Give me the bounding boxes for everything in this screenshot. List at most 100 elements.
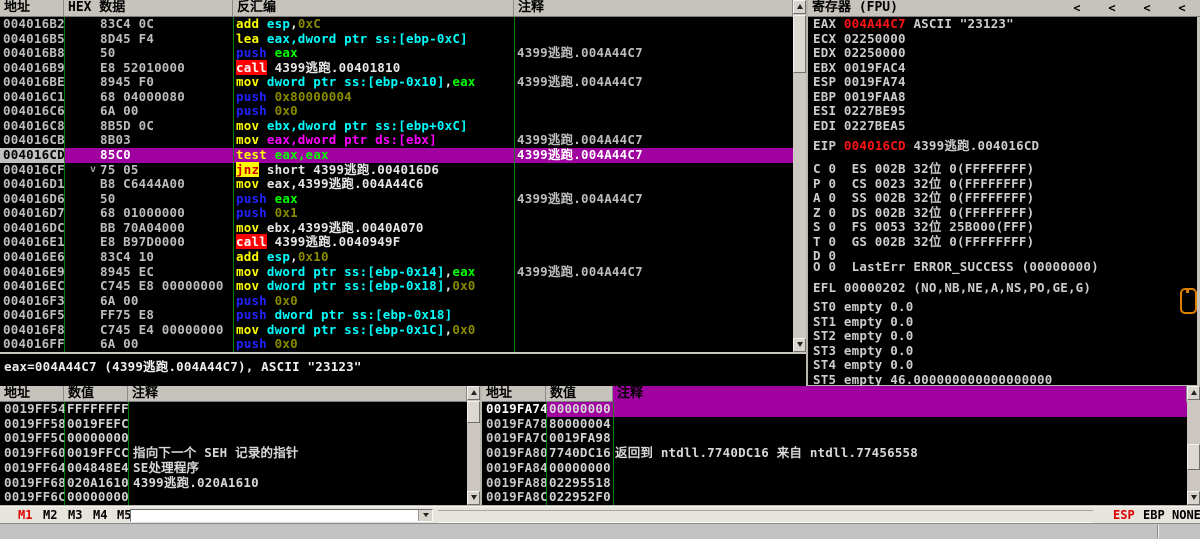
tab-m2[interactable]: M2 (43, 508, 58, 522)
register-line[interactable]: O 0 LastErr ERROR_SUCCESS (00000000) (813, 259, 1099, 274)
scroll-down-icon[interactable] (467, 491, 480, 505)
disasm-row[interactable]: 004016B2 83C4 0C add esp,0xC (0, 17, 793, 32)
disasm-row[interactable]: 004016EC C745 E8 00000000 mov dword ptr ss… (0, 278, 793, 294)
scroll-up-icon[interactable] (467, 386, 480, 400)
stack-row[interactable]: 0019FF5C 00000000 (0, 431, 467, 446)
tab-m3[interactable]: M3 (68, 508, 83, 522)
disasm-row[interactable]: 004016D6 50 push eax 4399逃跑.004A44C7 (0, 191, 793, 207)
disasm-row[interactable]: 004016B8 50 push eax 4399逃跑.004A44C7 (0, 45, 793, 61)
register-line[interactable]: EBX 0019FAC4 (813, 59, 906, 75)
scroll-up-icon[interactable] (793, 0, 806, 14)
stack-row[interactable]: 0019FA74 00000000 (482, 402, 1187, 417)
stack-mode-esp[interactable]: ESP (1113, 508, 1135, 522)
register-line[interactable]: ST5 empty 46.000000000000000000 (813, 371, 1053, 387)
register-line[interactable]: ESP 0019FA74 (813, 74, 906, 89)
disasm-row[interactable]: 004016F3 6A 00 push 0x0 (0, 293, 793, 309)
collapse-left-icon[interactable]: < (1143, 1, 1151, 15)
register-line[interactable]: EIP 004016CD 4399逃跑.004016CD (813, 138, 1040, 153)
column-header-comment[interactable]: 注释 (613, 386, 1187, 402)
disasm-row[interactable]: 004016D1 B8 C6444A00 mov eax,4399逃跑.004A44… (0, 176, 793, 192)
register-line[interactable]: C 0 ES 002B 32位 0(FFFFFFFF) (813, 161, 1035, 176)
scrollbar-thumb[interactable] (467, 401, 480, 423)
disasm-row[interactable]: 004016D7 68 01000000 push 0x1 (0, 205, 793, 221)
disasm-row[interactable]: 004016CB 8B03 mov eax,dword ptr ds:[ebx] 43… (0, 133, 793, 148)
tab-m1[interactable]: M1 (18, 508, 33, 522)
stack-row[interactable]: 0019FF58 0019FEFC (0, 416, 467, 432)
column-header-comment[interactable]: 注释 (128, 386, 467, 402)
disasm-row[interactable]: 004016FF 6A 00 push 0x0 (0, 337, 793, 352)
stack-row[interactable]: 0019FA88 02295518 (482, 475, 1187, 491)
disasm-row[interactable]: 004016F8 C745 E4 00000000 mov dword ptr ss… (0, 322, 793, 338)
scrollbar-thumb[interactable] (793, 15, 806, 73)
disasm-row[interactable]: 004016F5 FF75 E8 push dword ptr ss:[ebp-0x… (0, 307, 793, 323)
disasm-row[interactable]: 004016B9 E8 52010000 call 4399逃跑.00401810 (0, 59, 793, 76)
collapse-left-icon[interactable]: < (1108, 1, 1116, 15)
stack-row[interactable]: 0019FA7C 0019FA98 (482, 431, 1187, 446)
stack-row[interactable]: 0019FF54 FFFFFFFF (0, 402, 467, 417)
disasm-row[interactable]: 004016CF v 75 05 jnz short 4399逃跑.004016D6 (0, 161, 793, 178)
register-line[interactable]: ECX 02250000 (813, 30, 906, 46)
column-header-hexdata[interactable]: HEX 数据 (64, 0, 233, 16)
column-header-comment[interactable]: 注释 (514, 0, 793, 16)
register-line[interactable]: D 0 (813, 248, 837, 263)
register-line[interactable]: A 0 SS 002B 32位 0(FFFFFFFF) (813, 190, 1035, 205)
register-line[interactable]: ST2 empty 0.0 (813, 328, 914, 343)
stack-scrollbar[interactable] (1187, 386, 1200, 505)
disasm-row[interactable]: 004016C6 6A 00 push 0x0 (0, 104, 793, 119)
register-line[interactable]: ST1 empty 0.0 (813, 313, 914, 329)
register-line[interactable]: ST0 empty 0.0 (813, 299, 914, 314)
stack-row[interactable]: 0019FF6C 00000000 (0, 489, 467, 505)
disasm-row[interactable]: 004016C1 68 04000080 push 0x80000004 (0, 89, 793, 105)
collapse-left-icon[interactable]: < (1073, 1, 1081, 15)
disasm-row[interactable]: 004016C8 8B5D 0C mov ebx,dword ptr ss:[ebp… (0, 118, 793, 134)
scrollbar-thumb[interactable] (1187, 444, 1200, 470)
register-line[interactable]: EAX 004A44C7 ASCII "23123" (813, 16, 1014, 31)
register-line[interactable]: P 0 CS 0023 32位 0(FFFFFFFF) (813, 175, 1035, 191)
column-header-address[interactable]: 地址 (0, 0, 64, 16)
tab-m4[interactable]: M4 (93, 508, 108, 522)
tab-m5[interactable]: M5 (117, 508, 132, 522)
command-input[interactable] (132, 510, 416, 521)
scroll-up-icon[interactable] (1187, 386, 1200, 400)
collapse-left-icon[interactable]: < (1178, 1, 1186, 15)
register-line[interactable]: S 0 FS 0053 32位 25B000(FFF) (813, 219, 1035, 234)
dump-scrollbar[interactable] (467, 386, 480, 505)
stack-row[interactable]: 0019FA8C 022952F0 (482, 489, 1187, 505)
disasm-row[interactable]: 004016B5 8D45 F4 lea eax,dword ptr ss:[ebp… (0, 31, 793, 47)
register-line[interactable]: EDI 0227BEA5 (813, 117, 906, 133)
register-line[interactable]: ST3 empty 0.0 (813, 342, 914, 358)
stack-row[interactable]: 0019FA84 00000000 (482, 460, 1187, 476)
register-line[interactable]: EBP 0019FAA8 (813, 88, 906, 104)
scroll-down-icon[interactable] (793, 338, 806, 352)
disasm-row[interactable]: 004016CD 85C0 test eax,eax 4399逃跑.004A44C7 (0, 147, 793, 163)
register-line[interactable]: EFL 00000202 (NO,NB,NE,A,NS,PO,GE,G) (813, 280, 1092, 295)
column-header-address[interactable]: 地址 (482, 386, 546, 402)
register-line[interactable]: T 0 GS 002B 32位 0(FFFFFFFF) (813, 233, 1035, 249)
register-line[interactable]: Z 0 DS 002B 32位 0(FFFFFFFF) (813, 204, 1035, 220)
column-header-value[interactable]: 数值 (64, 386, 128, 402)
stack-row[interactable]: 0019FF68 020A1610 4399逃跑.020A1610 (0, 475, 467, 491)
info-line: eax=004A44C7 (4399逃跑.004A44C7), ASCII "2… (4, 359, 362, 374)
disasm-row[interactable]: 004016BE 8945 F0 mov dword ptr ss:[ebp-0x1… (0, 74, 793, 90)
stack-row[interactable]: 0019FA80 7740DC16 返回到 ntdll.7740DC16 来自 nt… (482, 445, 1187, 461)
column-header-address[interactable]: 地址 (0, 386, 64, 402)
disassembly-scrollbar[interactable] (793, 0, 806, 352)
stack-mode-none[interactable]: NONE (1172, 508, 1200, 522)
register-line[interactable]: ST4 empty 0.0 (813, 357, 914, 372)
register-line[interactable]: EDX 02250000 (813, 45, 906, 60)
command-combobox[interactable] (130, 509, 433, 522)
stack-row[interactable]: 0019FF64 004848E4 SE处理程序 (0, 460, 467, 476)
stack-row[interactable]: 0019FA78 80000004 (482, 416, 1187, 432)
scroll-down-icon[interactable] (1187, 491, 1200, 505)
combo-dropdown-icon[interactable] (418, 510, 432, 521)
register-line[interactable]: ESI 0227BE95 (813, 103, 906, 118)
stack-row[interactable]: 0019FF60 0019FFCC 指向下一个 SEH 记录的指针 (0, 445, 467, 461)
disasm-row[interactable]: 004016E6 83C4 10 add esp,0x10 (0, 249, 793, 265)
stack-mode-ebp[interactable]: EBP (1143, 508, 1165, 522)
column-header-value[interactable]: 数值 (546, 386, 613, 402)
disasm-row[interactable]: 004016DC BB 70A04000 mov ebx,4399逃跑.0040A0… (0, 220, 793, 236)
column-header-disassembly[interactable]: 反汇编 (233, 0, 514, 16)
disasm-row[interactable]: 004016E9 8945 EC mov dword ptr ss:[ebp-0x1… (0, 264, 793, 280)
disasm-row[interactable]: 004016E1 E8 B97D0000 call 4399逃跑.0040949F (0, 234, 793, 250)
